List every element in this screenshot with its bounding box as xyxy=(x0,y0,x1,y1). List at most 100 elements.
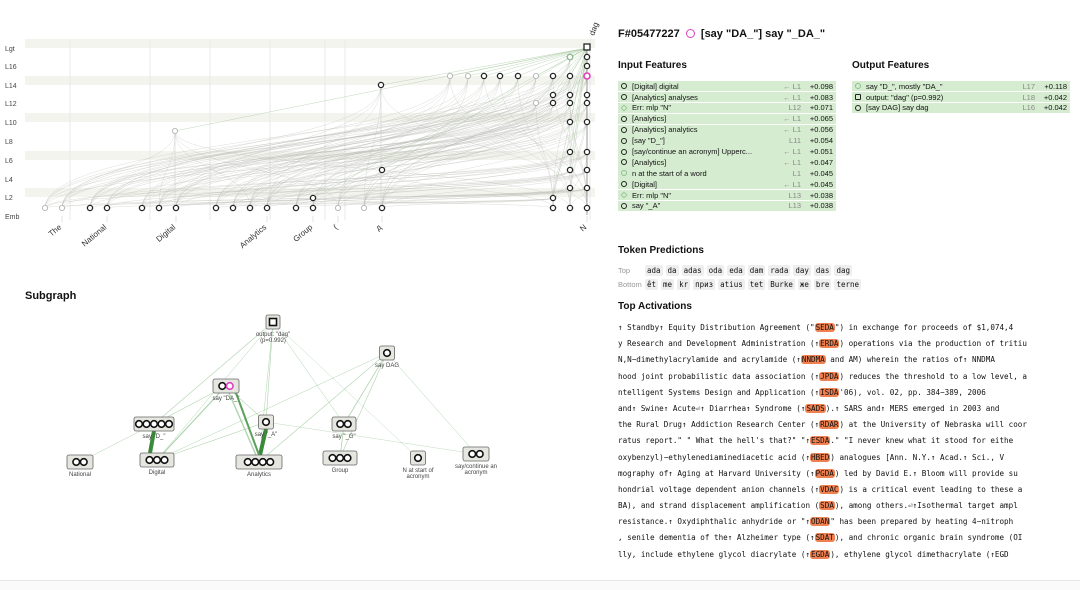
graph-node[interactable] xyxy=(292,204,300,212)
graph-node[interactable] xyxy=(583,118,591,126)
graph-node[interactable] xyxy=(566,204,574,212)
layer-label: Emb xyxy=(5,214,20,221)
graph-node[interactable] xyxy=(171,127,178,134)
graph-node[interactable] xyxy=(549,99,557,107)
subgraph-node[interactable]: output: "dag"(p=0.992) xyxy=(256,314,290,344)
graph-node[interactable] xyxy=(42,204,49,211)
graph-node[interactable] xyxy=(377,81,385,89)
node-circle-icon xyxy=(157,419,166,429)
feature-row[interactable]: say "_A" L13 +0.038 xyxy=(618,200,836,212)
error-diamond-icon xyxy=(620,191,628,199)
feature-row[interactable]: [say "D_"] L11 +0.054 xyxy=(618,135,836,146)
subgraph-node[interactable]: Analytics xyxy=(235,454,283,478)
feature-label: Err: mlp "N" xyxy=(632,190,672,200)
subgraph-node[interactable]: say "DA_" xyxy=(213,378,240,402)
token-chip: atius xyxy=(718,279,745,290)
graph-node[interactable] xyxy=(566,99,574,107)
graph-node[interactable] xyxy=(566,53,574,61)
graph-node[interactable] xyxy=(378,166,386,174)
graph-node[interactable] xyxy=(496,72,504,80)
subgraph-node[interactable]: National xyxy=(66,454,94,478)
graph-node[interactable] xyxy=(566,184,574,192)
graph-node[interactable] xyxy=(229,204,237,212)
feature-row[interactable]: Err: mlp "N" L12 +0.071 xyxy=(618,102,836,114)
output-node[interactable] xyxy=(583,43,591,51)
graph-node[interactable] xyxy=(566,72,574,80)
attribution-graph[interactable]: Lgt L16 L14 L12 L10 L8 L6 L4 L2 Emb The National Di… xyxy=(0,0,600,280)
feature-row[interactable]: [Analytics] ← L1 +0.065 xyxy=(618,113,836,125)
subgraph-node[interactable]: say "D_" xyxy=(133,416,175,440)
feature-row[interactable]: [Digital] digital ← L1 +0.098 xyxy=(618,81,836,92)
node-circle-icon xyxy=(160,455,169,465)
graph-node[interactable] xyxy=(583,184,591,192)
feature-row[interactable]: [Digital] ← L1 +0.045 xyxy=(618,179,836,190)
graph-node[interactable] xyxy=(566,91,574,99)
graph-node[interactable] xyxy=(172,204,180,212)
feature-row[interactable]: say "D_", mostly "DA_" L17 +0.118 xyxy=(852,81,1070,92)
graph-node[interactable] xyxy=(566,166,574,174)
node-circle-icon xyxy=(343,419,352,429)
selected-node[interactable] xyxy=(583,72,591,80)
subgraph-node[interactable]: Digital xyxy=(139,452,175,476)
graph-node[interactable] xyxy=(549,194,557,202)
graph-node[interactable] xyxy=(549,204,557,212)
graph-node[interactable] xyxy=(583,99,591,107)
graph-node[interactable] xyxy=(549,72,557,80)
graph-node[interactable] xyxy=(583,53,591,61)
feature-description: [say "DA_"] say "_DA_" xyxy=(700,28,826,40)
token-chip: das xyxy=(813,265,832,276)
graph-node[interactable] xyxy=(583,91,591,99)
feature-label: output: "dag" (p=0.992) xyxy=(866,92,944,102)
graph-node[interactable] xyxy=(583,204,591,212)
feature-row[interactable]: [Analytics] analyses ← L1 +0.083 xyxy=(618,91,836,103)
graph-node[interactable] xyxy=(378,204,386,212)
token-chip: rada xyxy=(768,265,791,276)
feature-row[interactable]: n at the start of a word L1 +0.045 xyxy=(618,168,836,179)
graph-node[interactable] xyxy=(309,204,317,212)
graph-node[interactable] xyxy=(514,72,522,80)
subgraph-node-label: say "DA_" xyxy=(213,396,240,402)
graph-node[interactable] xyxy=(583,166,591,174)
graph-node[interactable] xyxy=(360,204,367,211)
dag-label: dag xyxy=(587,21,600,37)
graph-node[interactable] xyxy=(59,204,66,211)
graph-node[interactable] xyxy=(263,204,271,212)
graph-node[interactable] xyxy=(138,204,146,212)
feature-row[interactable]: [Analytics] analytics ← L1 +0.056 xyxy=(618,124,836,135)
feature-row[interactable]: [Analytics] ← L1 +0.047 xyxy=(618,157,836,168)
graph-node[interactable] xyxy=(533,100,540,107)
graph-node[interactable] xyxy=(155,204,163,212)
feature-row[interactable]: output: "dag" (p=0.992) L18 +0.042 xyxy=(852,91,1070,103)
activation-highlight: EGDA xyxy=(810,549,831,559)
graph-node[interactable] xyxy=(583,148,591,156)
subgraph[interactable]: output: "dag"(p=0.992) say DAG say "DA_"sa… xyxy=(0,300,600,580)
graph-node[interactable] xyxy=(480,72,488,80)
graph-node[interactable] xyxy=(103,204,111,212)
graph-node[interactable] xyxy=(583,62,591,70)
graph-node[interactable] xyxy=(533,73,540,80)
graph-node[interactable] xyxy=(566,118,574,126)
activation-line: lly, include ethylene glycol diacrylate … xyxy=(618,549,1009,559)
graph-node[interactable] xyxy=(446,73,453,80)
feature-row[interactable]: [say/continue an acronym] Upperc... ← L1 +… xyxy=(618,146,836,157)
graph-node[interactable] xyxy=(246,204,254,212)
activation-highlight: JPDA xyxy=(819,371,840,381)
token-predictions-title: Token Predictions xyxy=(618,245,704,256)
graph-node[interactable] xyxy=(334,204,341,211)
subgraph-node[interactable]: say DAG xyxy=(375,345,399,369)
subgraph-node[interactable]: say "_G" xyxy=(331,416,357,440)
feature-row[interactable]: Err: mlp "N" L13 +0.038 xyxy=(618,189,836,201)
graph-node[interactable] xyxy=(86,204,94,212)
activation-highlight: VDAC xyxy=(819,484,840,494)
graph-node[interactable] xyxy=(566,148,574,156)
graph-node[interactable] xyxy=(212,204,220,212)
subgraph-node[interactable]: say "_A" xyxy=(255,414,278,438)
graph-node[interactable] xyxy=(309,194,317,202)
graph-node[interactable] xyxy=(549,91,557,99)
graph-node[interactable] xyxy=(464,73,471,80)
feature-row[interactable]: [say DAG] say dag L16 +0.042 xyxy=(852,102,1070,114)
subgraph-node[interactable]: Group xyxy=(322,450,358,474)
subgraph-title: Subgraph xyxy=(25,290,77,302)
